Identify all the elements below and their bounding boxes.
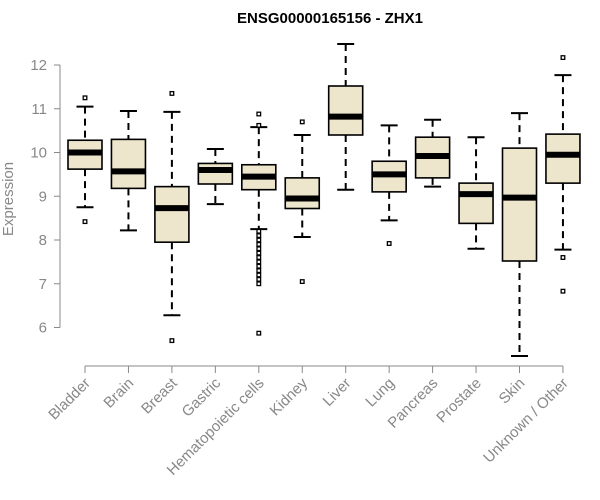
y-tick-label: 6 xyxy=(39,320,47,337)
y-tick-label: 10 xyxy=(30,145,47,162)
x-tick-label: Kidney xyxy=(267,374,312,419)
outlier-point xyxy=(256,246,262,252)
outlier-point xyxy=(82,95,88,101)
box-group xyxy=(67,95,103,225)
outlier-point xyxy=(299,279,305,285)
y-tick-label: 9 xyxy=(39,188,47,205)
outlier-point xyxy=(256,330,262,336)
iqr-box xyxy=(501,147,538,262)
outlier-point xyxy=(256,255,262,260)
box-group xyxy=(545,55,581,294)
y-tick-label: 7 xyxy=(39,276,47,293)
outlier-point xyxy=(256,122,262,128)
outlier-point xyxy=(256,228,262,234)
outlier-point xyxy=(299,119,305,125)
outlier-point xyxy=(256,111,262,117)
outlier-point xyxy=(256,276,262,282)
x-tick-label: Lung xyxy=(362,375,398,411)
y-tick-label: 12 xyxy=(30,57,47,74)
outlier-point xyxy=(256,281,262,287)
iqr-box xyxy=(110,138,147,190)
outlier-point xyxy=(169,90,175,96)
outlier-point xyxy=(256,233,262,239)
x-tick-label: Bladder xyxy=(45,375,94,424)
x-tick-label: Brain xyxy=(100,375,137,412)
outlier-point xyxy=(256,241,262,247)
box-group xyxy=(110,109,147,232)
box-group xyxy=(501,112,538,357)
chart-title: ENSG00000165156 - ZHX1 xyxy=(237,10,423,27)
y-tick-label: 8 xyxy=(39,232,47,249)
iqr-box xyxy=(154,185,190,243)
outlier-point xyxy=(560,55,566,61)
outlier-point xyxy=(386,241,392,246)
x-tick-label: Prostate xyxy=(433,375,485,427)
outlier-point xyxy=(256,237,262,243)
outlier-point xyxy=(256,250,262,256)
outlier-point xyxy=(256,268,262,274)
box-group xyxy=(241,111,277,336)
box-group xyxy=(197,148,234,206)
iqr-box xyxy=(545,133,581,184)
x-tick-label: Breast xyxy=(138,374,181,417)
box-group xyxy=(284,119,321,285)
y-axis-label: Expression xyxy=(0,162,17,236)
box-group xyxy=(154,90,190,344)
iqr-box xyxy=(197,162,234,185)
box-group xyxy=(327,43,364,191)
outlier-point xyxy=(256,263,262,269)
outlier-point xyxy=(256,272,262,278)
iqr-box xyxy=(458,182,494,225)
box-group xyxy=(414,118,451,188)
x-tick-label: Skin xyxy=(496,375,529,408)
y-axis: 6 7 8 9 10 11 12 xyxy=(30,57,61,337)
y-tick-label: 11 xyxy=(31,101,47,118)
plot-area xyxy=(67,43,581,357)
outlier-point xyxy=(560,288,566,294)
x-tick-label: Liver xyxy=(320,375,355,410)
outlier-point xyxy=(82,219,88,225)
box-group xyxy=(371,124,407,246)
outlier-point xyxy=(560,255,566,260)
outlier-point xyxy=(256,259,262,265)
box-group xyxy=(458,136,494,250)
outlier-point xyxy=(169,338,175,344)
iqr-box xyxy=(327,85,364,136)
iqr-box xyxy=(284,177,321,210)
